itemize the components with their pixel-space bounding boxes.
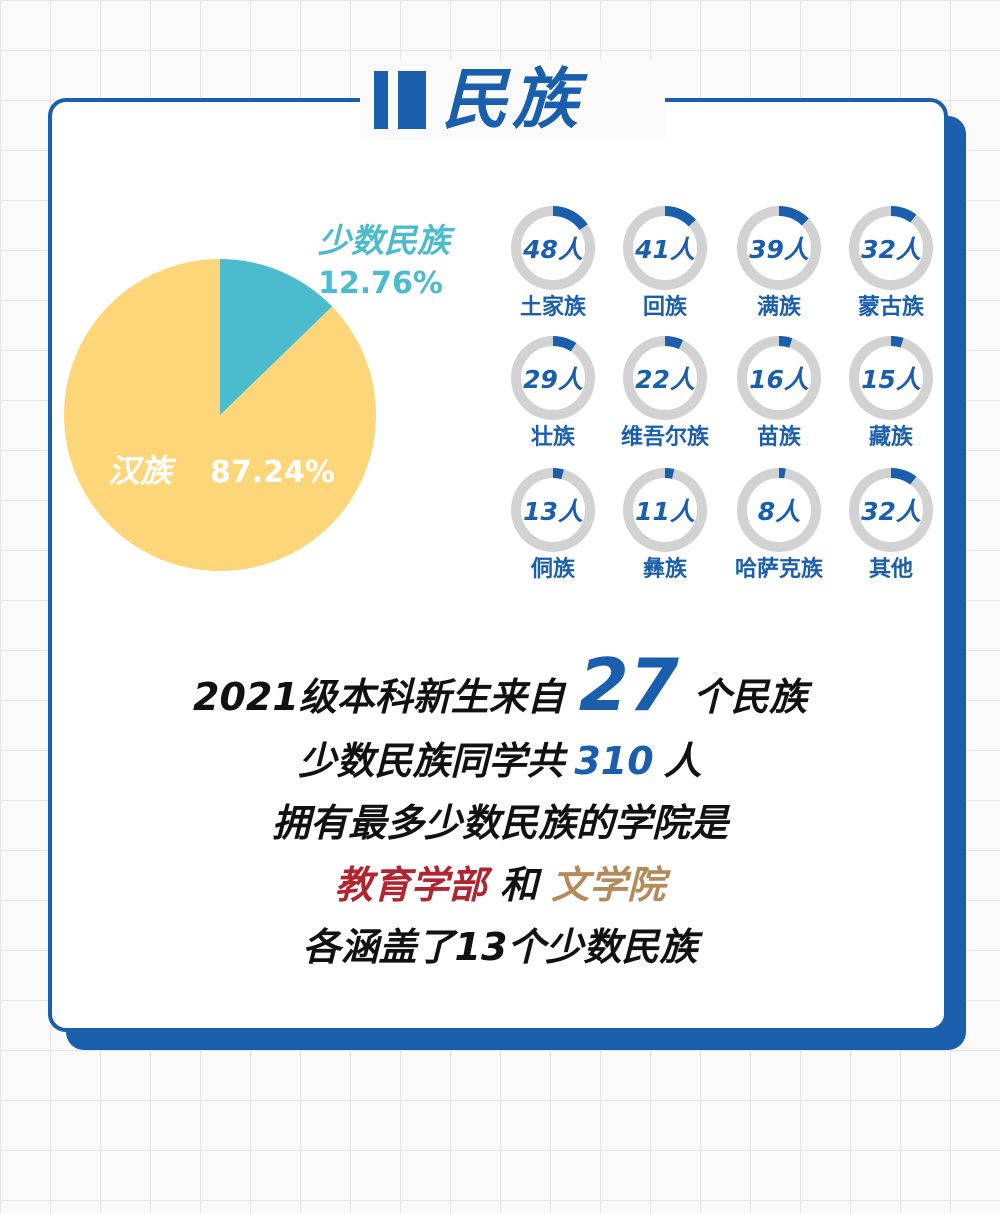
donut-grid: 48人土家族41人回族39人满族32人蒙古族29人壮族22人维吾尔族16人苗族1… bbox=[511, 206, 933, 582]
donut-arc bbox=[890, 468, 917, 485]
donut-label: 藏族 bbox=[869, 424, 914, 450]
donut-label: 维吾尔族 bbox=[621, 424, 710, 450]
donut-label: 土家族 bbox=[520, 294, 587, 320]
summary-text-2a: 少数民族同学共 bbox=[298, 739, 565, 783]
donut-count: 41人 bbox=[634, 235, 695, 264]
pie-slice-han bbox=[63, 259, 376, 571]
donut-label: 回族 bbox=[643, 294, 688, 320]
page-title: 民族 bbox=[442, 61, 582, 138]
donut-arc bbox=[778, 336, 793, 348]
donut-arc bbox=[552, 336, 577, 352]
pie-chart: 少数民族 12.76% 汉族 87.24% bbox=[63, 221, 455, 571]
donut-arc bbox=[664, 468, 675, 479]
donut-count: 29人 bbox=[523, 365, 583, 394]
title-bar-icon bbox=[398, 71, 426, 129]
han-label: 汉族 bbox=[108, 452, 177, 490]
donut-count: 11人 bbox=[635, 497, 695, 526]
donut-arc bbox=[552, 206, 588, 231]
han-percent: 87.24% bbox=[210, 455, 335, 490]
donut-arc bbox=[778, 206, 809, 226]
summary-text-1b: 个民族 bbox=[692, 675, 807, 719]
donut-count: 8人 bbox=[758, 497, 800, 526]
pie-slice-minority bbox=[220, 259, 333, 415]
minority-percent: 12.76% bbox=[318, 266, 443, 301]
donut-count: 32人 bbox=[861, 497, 921, 526]
donut-label: 其他 bbox=[869, 557, 913, 582]
donut-count: 15人 bbox=[861, 365, 921, 394]
donut-arc bbox=[664, 336, 684, 350]
donut-label: 哈萨克族 bbox=[735, 556, 824, 582]
donut-label: 蒙古族 bbox=[858, 294, 925, 320]
and-text: 和 bbox=[499, 863, 538, 907]
donut-arc bbox=[664, 206, 697, 227]
donut-label: 壮族 bbox=[531, 424, 576, 450]
donut-count: 13人 bbox=[523, 497, 583, 526]
summary-line-5: 各涵盖了13个少数民族 bbox=[302, 925, 698, 969]
summary-line-2: 少数民族同学共 310 人 bbox=[0, 730, 1000, 792]
donut-count: 39人 bbox=[749, 235, 809, 264]
title-bar-icon bbox=[374, 71, 388, 129]
summary-line-4: 教育学部 和 文学院 bbox=[0, 854, 1000, 916]
summary-line-1: 2021级本科新生来自 27 个民族 bbox=[0, 640, 1000, 730]
donut-count: 22人 bbox=[635, 365, 695, 394]
donut-count: 48人 bbox=[522, 235, 583, 264]
title-block: 民族 bbox=[360, 60, 665, 140]
donut-arc bbox=[552, 468, 564, 480]
donut-arc bbox=[890, 206, 917, 223]
dept-education: 教育学部 bbox=[334, 863, 487, 907]
summary-text-1a: 2021级本科新生来自 bbox=[193, 675, 565, 719]
donut-label: 满族 bbox=[757, 294, 802, 320]
minority-label: 少数民族 bbox=[318, 221, 455, 260]
summary-text: 2021级本科新生来自 27 个民族 少数民族同学共 310 人 拥有最多少数民族的学院… bbox=[0, 640, 1000, 978]
donut-label: 彝族 bbox=[643, 556, 688, 582]
ethnic-count-number: 27 bbox=[578, 643, 679, 727]
donut-label: 侗族 bbox=[530, 556, 576, 582]
summary-text-2b: 人 bbox=[663, 739, 702, 783]
dept-literature: 文学院 bbox=[551, 863, 666, 907]
donut-count: 32人 bbox=[861, 235, 921, 264]
donut-arc bbox=[890, 336, 904, 348]
summary-line-3: 拥有最多少数民族的学院是 bbox=[271, 801, 728, 845]
donut-count: 16人 bbox=[749, 365, 809, 394]
minority-total-number: 310 bbox=[574, 739, 654, 783]
donut-label: 苗族 bbox=[757, 424, 802, 450]
